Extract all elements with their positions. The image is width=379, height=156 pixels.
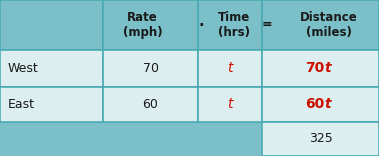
Text: 60: 60: [143, 98, 158, 111]
Text: 325: 325: [309, 132, 332, 146]
Bar: [262, 87, 379, 122]
Bar: [0, 0, 103, 50]
Text: =: =: [262, 19, 273, 32]
Bar: [262, 50, 379, 87]
Bar: [0, 50, 103, 87]
Text: Distance
(miles): Distance (miles): [300, 11, 357, 39]
Text: 70: 70: [143, 62, 158, 75]
Text: East: East: [8, 98, 35, 111]
Text: t: t: [324, 61, 331, 76]
Text: West: West: [8, 62, 39, 75]
Bar: [103, 87, 198, 122]
Text: 70: 70: [305, 61, 324, 76]
Bar: [198, 0, 262, 50]
Bar: [262, 122, 379, 156]
Bar: [0, 87, 103, 122]
Bar: [103, 0, 198, 50]
Text: Rate
(mph): Rate (mph): [123, 11, 162, 39]
Bar: [103, 50, 198, 87]
Text: t: t: [227, 61, 233, 76]
Text: Time
(hrs): Time (hrs): [218, 11, 250, 39]
Bar: [198, 87, 262, 122]
Bar: [262, 0, 379, 50]
Bar: [198, 50, 262, 87]
Text: t: t: [227, 98, 233, 112]
Text: 60: 60: [305, 98, 324, 112]
Text: t: t: [324, 98, 331, 112]
Text: ·: ·: [198, 17, 204, 32]
